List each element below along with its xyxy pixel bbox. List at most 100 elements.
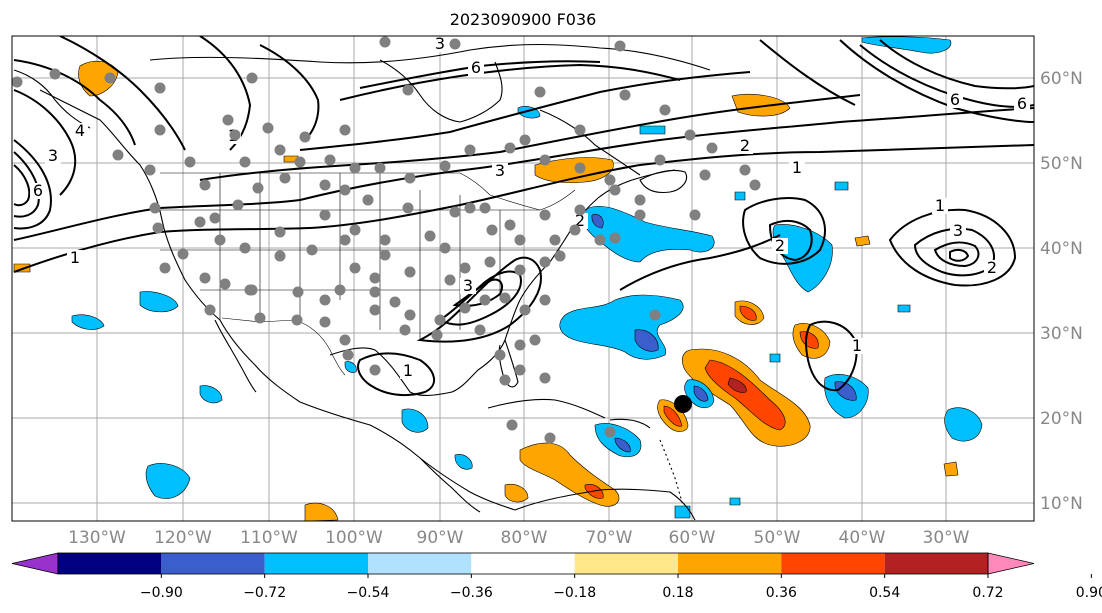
station-dot — [204, 304, 216, 316]
negative-anomaly — [639, 125, 666, 135]
station-dot — [152, 222, 164, 234]
negative-anomaly — [834, 181, 849, 191]
contour-label: 1 — [403, 361, 413, 380]
contour-line — [13, 151, 40, 218]
longitude-label: 130°W — [68, 528, 126, 548]
station-dot — [274, 226, 286, 238]
colorbar-tick-label: 0.18 — [662, 585, 693, 601]
negative-anomaly-core — [634, 329, 659, 352]
station-dot — [444, 274, 456, 286]
station-dot — [519, 134, 531, 146]
station-dot — [104, 72, 116, 84]
longitude-label: 90°W — [417, 528, 464, 548]
station-dot — [459, 302, 471, 314]
station-dot — [659, 104, 671, 116]
contour-line — [804, 320, 858, 392]
colorbar-extend-high — [987, 552, 1035, 575]
colorbar-segment — [264, 553, 368, 574]
station-dot — [306, 244, 318, 256]
contour-line — [742, 197, 826, 265]
contour-label: 2 — [987, 258, 997, 277]
contour-line — [357, 352, 435, 397]
south-america-north — [514, 488, 696, 521]
station-dot — [749, 179, 761, 191]
station-dot — [424, 230, 436, 242]
contour-label: 3 — [463, 276, 473, 295]
station-dot — [539, 294, 551, 306]
station-dot — [362, 194, 374, 206]
contour-label: 2 — [575, 211, 585, 230]
station-dot — [479, 294, 491, 306]
station-dot — [319, 179, 331, 191]
baja-california — [214, 319, 257, 393]
station-dot — [614, 40, 626, 52]
station-dot — [459, 262, 471, 274]
latitude-label: 30°N — [1040, 324, 1083, 344]
colorbar-tick-label: −0.72 — [243, 585, 286, 601]
contour-line — [13, 164, 31, 207]
station-dot — [649, 309, 661, 321]
station-dot — [539, 154, 551, 166]
station-dot — [486, 224, 498, 236]
station-dot — [554, 250, 566, 262]
station-dot — [549, 234, 561, 246]
colorbar-tick-labels: −0.90 −0.72 −0.54 −0.36 −0.18 0.18 0.36 0.54 0.7… — [140, 574, 1102, 601]
station-dot — [404, 309, 416, 321]
station-dot — [402, 202, 414, 214]
station-dot — [294, 156, 306, 168]
station-dot — [479, 202, 491, 214]
station-dot — [619, 89, 631, 101]
contour-label-bg — [789, 160, 805, 176]
contour-label-bg — [460, 278, 476, 294]
station-dot — [252, 182, 264, 194]
contour-label-bg — [947, 92, 963, 108]
station-dot — [279, 172, 291, 184]
station-dot — [274, 144, 286, 156]
station-dot — [431, 329, 443, 341]
station-dot — [199, 272, 211, 284]
station-dot — [254, 312, 266, 324]
colorbar-segment — [58, 553, 162, 574]
station-dot — [519, 304, 531, 316]
station-dot — [274, 250, 286, 262]
station-dot — [514, 234, 526, 246]
station-dot — [379, 36, 391, 48]
contour-label-bg — [30, 183, 46, 199]
colorbar-tick-label: −0.18 — [553, 585, 596, 601]
station-dot — [319, 316, 331, 328]
station-dot — [219, 278, 231, 290]
station-dot — [232, 199, 244, 211]
station-dot — [539, 256, 551, 268]
newfoundland — [639, 169, 688, 194]
contour-label: 6 — [471, 58, 481, 77]
contour-line — [619, 234, 781, 291]
station-dot — [369, 286, 381, 298]
contour-line — [339, 63, 681, 101]
hudson-bay — [379, 59, 503, 123]
station-dot — [504, 219, 516, 231]
contour-label: 1 — [70, 248, 80, 267]
positive-anomaly — [534, 157, 614, 184]
station-dot — [699, 169, 711, 181]
station-dot — [369, 364, 381, 376]
station-dot — [349, 224, 361, 236]
station-dot — [112, 149, 124, 161]
negative-anomaly — [199, 385, 223, 404]
latitude-label: 10°N — [1040, 494, 1083, 514]
contour-line — [759, 39, 856, 106]
contour-label-bg — [932, 198, 948, 214]
state-lines — [160, 173, 560, 340]
station-dot — [464, 144, 476, 156]
longitude-label: 80°W — [501, 528, 548, 548]
contour-line — [299, 71, 751, 151]
longitude-label: 40°W — [839, 528, 886, 548]
station-dot — [609, 184, 621, 196]
negative-anomaly — [145, 463, 191, 499]
latitude-labels: 60°N 50°N 40°N 30°N 20°N 10°N — [1040, 69, 1083, 514]
station-dot — [689, 209, 701, 221]
map-title: 2023090900 F036 — [449, 10, 597, 29]
positive-anomaly-core — [799, 331, 819, 349]
station-dot — [499, 374, 511, 386]
longitude-label: 110°W — [240, 528, 298, 548]
station-dot — [339, 234, 351, 246]
